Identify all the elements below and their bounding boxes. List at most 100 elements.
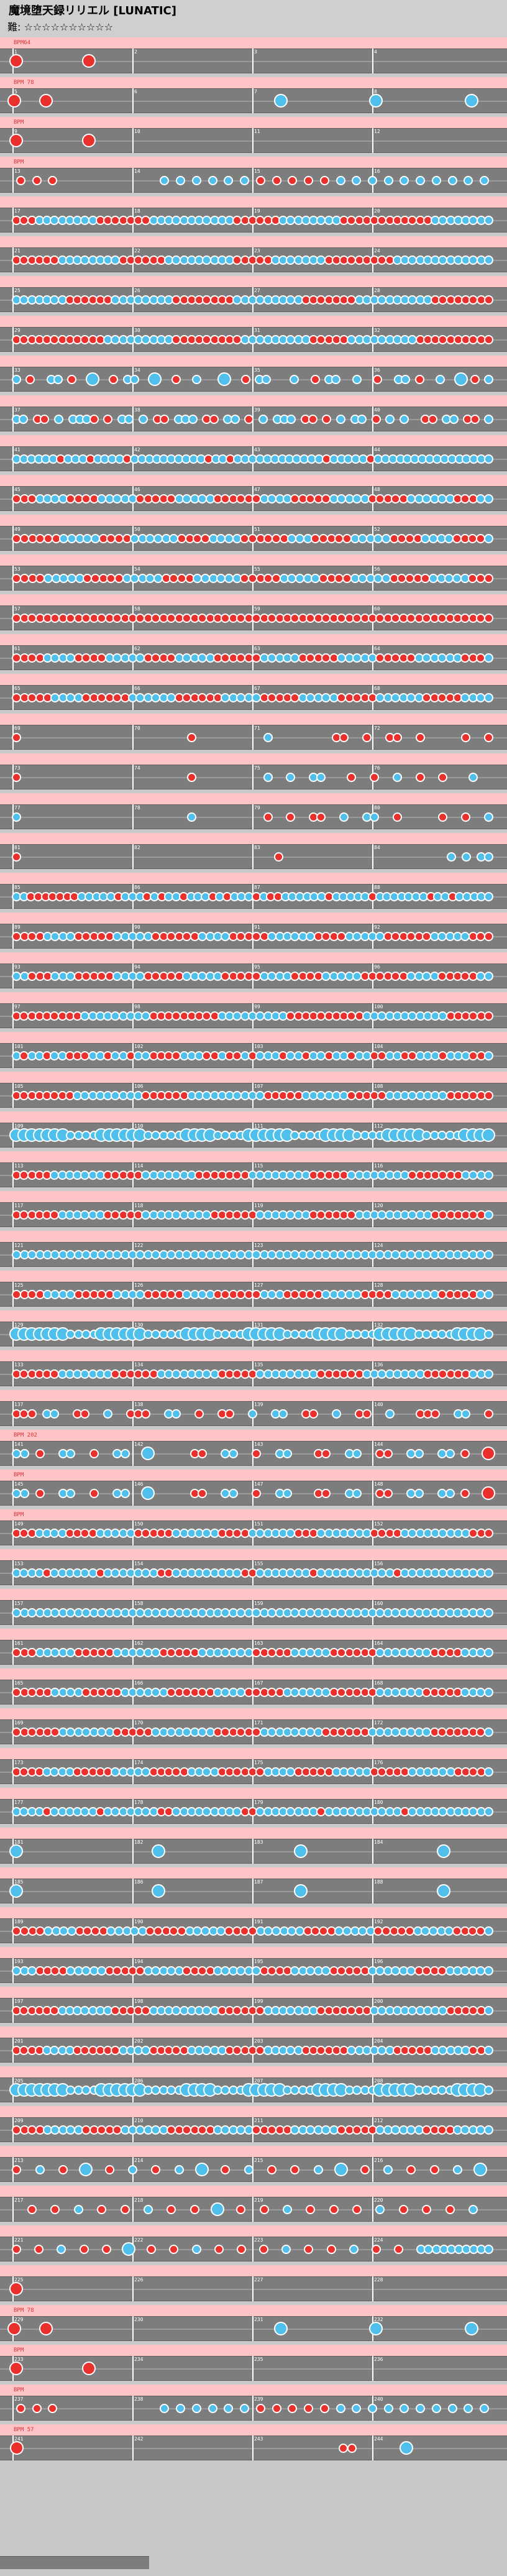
chart-row: 13 14 15 16 BPM [0,157,507,195]
measure-line [132,1481,134,1506]
don-note [483,574,493,583]
don-note [483,733,493,742]
ka-note [385,415,395,424]
measure-number: 3 [254,49,257,55]
measure-number: 7 [254,89,257,94]
measure-number: 17 [14,208,21,214]
ka-note [120,1449,130,1458]
note-lane [0,844,507,869]
measure-number: 173 [14,1760,24,1765]
big-don-note [39,94,53,108]
bpm-event: BPM64 [14,40,31,46]
ka-note [483,1966,493,1976]
measure-number: 96 [374,964,380,970]
measure-number: 118 [134,1203,144,1208]
don-note [32,2404,42,2413]
measure-number: 184 [374,1839,383,1845]
ka-note [191,2245,201,2254]
don-note [12,852,22,862]
measure-number: 12 [374,129,380,134]
note-lane [0,48,507,73]
row-band [0,1111,507,1123]
measure-number: 48 [374,487,380,492]
measure-number: 227 [254,2277,263,2283]
big-ka-note [481,1128,495,1142]
measure-number: 133 [14,1362,24,1368]
measure-number: 87 [254,885,260,890]
ka-note [383,2404,393,2413]
don-note [483,1091,493,1100]
measure-number: 56 [374,566,380,572]
measure-number: 86 [134,885,140,890]
measure-number: 61 [14,646,21,651]
ka-note [483,693,493,702]
measure-number: 154 [134,1561,144,1566]
measure-number: 203 [254,2038,263,2044]
ka-note [452,2165,462,2174]
row-band [0,2026,507,2038]
ka-note [484,375,494,384]
don-note [362,733,372,742]
chart-row: 217 218 219 220 [0,2186,507,2224]
chart-row: 121 122 123 124 [0,1231,507,1269]
big-don-note [9,54,23,68]
don-note [48,176,58,185]
don-note [190,2205,199,2214]
measure-line [252,128,254,153]
chart-row: 225 226 227 228 [0,2265,507,2304]
measure-number: 230 [134,2317,144,2322]
measure-number: 15 [254,168,260,174]
ka-note [480,176,490,185]
don-note [79,2245,89,2254]
measure-number: 121 [14,1243,24,1248]
ka-note [447,2404,457,2413]
measure-number: 66 [134,686,140,691]
row-band [0,1271,507,1282]
row-band [0,37,507,48]
note-lane [0,168,507,193]
chart-header: 魔境堕天録リリエル [LUNATIC] 難: ☆☆☆☆☆☆☆☆☆☆ [0,0,507,37]
measure-number: 175 [254,1760,263,1765]
don-note [371,415,381,424]
don-note [339,733,349,742]
measure-line [252,1879,254,1903]
measure-number: 10 [134,129,140,134]
measure-number: 221 [14,2237,24,2243]
measure-number: 223 [254,2237,263,2243]
chart-row: 93 94 95 96 [0,952,507,991]
measure-number: 211 [254,2118,263,2123]
ka-note [290,375,299,384]
measure-number: 11 [254,129,260,134]
measure-number: 46 [134,487,140,492]
chart-row: 125 126 127 128 [0,1271,507,1309]
measure-number: 24 [374,248,380,254]
ka-note [483,2046,493,2055]
don-note [415,733,425,742]
measure-line [372,2356,373,2381]
ka-note [483,1051,493,1060]
ka-note [445,1489,455,1498]
song-title: 魔境堕天録リリエル [LUNATIC] [9,4,176,17]
measure-line [12,168,14,193]
row-band [0,2066,507,2077]
measure-number: 116 [374,1163,383,1169]
measure-number: 64 [374,646,380,651]
ka-note [248,1409,257,1419]
measure-number: 166 [134,1680,144,1686]
measure-number: 106 [134,1083,144,1089]
measure-number: 244 [374,2436,383,2442]
measure-number: 220 [374,2197,383,2203]
measure-number: 242 [134,2436,144,2442]
big-don-note [7,94,21,108]
ka-note [383,2165,393,2174]
measure-number: 144 [374,1442,383,1447]
measure-number: 114 [134,1163,144,1169]
measure-number: 18 [134,208,140,214]
big-ka-note [274,94,288,108]
measure-line [132,2316,134,2341]
measure-number: 13 [14,168,21,174]
chart-row: 209 210 211 212 [0,2106,507,2145]
don-note [16,2404,25,2413]
don-note [415,773,425,782]
measure-line [252,2436,254,2460]
